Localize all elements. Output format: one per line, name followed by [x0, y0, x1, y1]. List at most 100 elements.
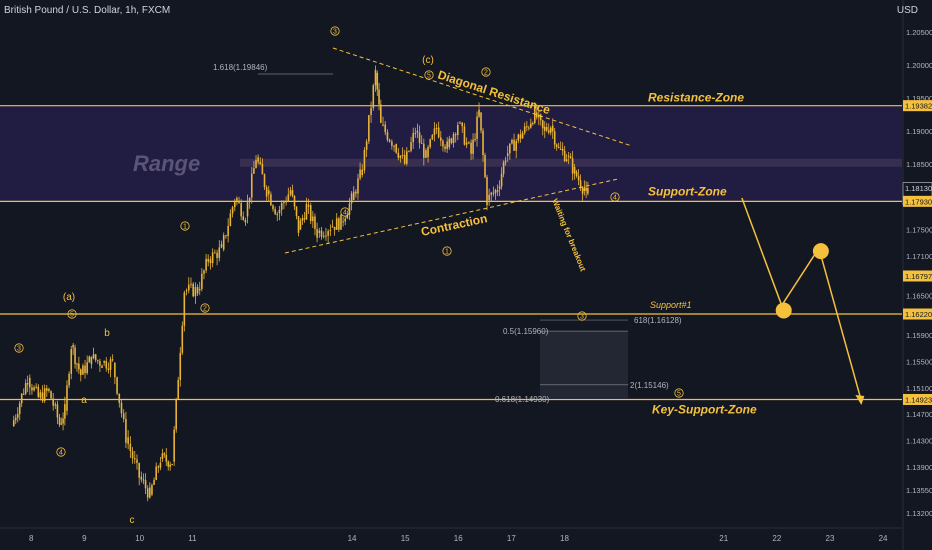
candle-body [203, 270, 205, 274]
candle-body [293, 195, 296, 207]
candle-body [312, 216, 314, 222]
diagonal-resistance-line [332, 47, 633, 147]
candle-body [88, 356, 91, 363]
candle-body [109, 359, 112, 370]
candle-body [463, 126, 466, 145]
candle-body [250, 173, 253, 198]
candle-body [146, 488, 149, 498]
wave-label: 3 [580, 314, 584, 321]
candle-body [261, 163, 264, 175]
candle-body [183, 292, 186, 326]
candle-body [190, 283, 192, 285]
wave-circle [610, 192, 620, 202]
candle-body [365, 141, 368, 150]
candle-body [76, 363, 78, 365]
wave-label: c [130, 515, 135, 526]
candle-body [118, 393, 121, 403]
candle-body [70, 349, 73, 374]
range-zone: Range [0, 105, 902, 202]
candle-body [291, 190, 294, 196]
price-label-text: 1.16220 [905, 310, 932, 319]
contraction-support-line [284, 178, 619, 254]
wave-circle [14, 343, 24, 353]
candle-body [272, 205, 274, 210]
candle-body [320, 230, 323, 237]
support1-label: Support#1 [650, 300, 692, 310]
wave-circle [180, 221, 190, 231]
price-label-text: 1.14923 [905, 395, 932, 404]
fib-618-label: 618(1.16128) [634, 316, 682, 325]
candle-body [325, 235, 327, 237]
wave-circle [481, 67, 491, 77]
candle-body [355, 191, 357, 194]
candle-body [179, 352, 182, 380]
x-tick-label: 10 [135, 534, 144, 543]
candle-body [165, 455, 168, 462]
candle-body [322, 235, 325, 237]
x-tick-label: 11 [188, 534, 197, 543]
candle-body [528, 127, 530, 129]
candle-body [498, 186, 501, 189]
fib-top-label: 1.618(1.19846) [213, 63, 268, 72]
candle-body [461, 122, 464, 127]
candle-body [299, 220, 302, 230]
price-label-text: 1.18130 [905, 184, 932, 193]
candle-body [131, 451, 134, 459]
candle-body [511, 139, 513, 144]
x-tick-label: 21 [719, 534, 728, 543]
candle-body [327, 231, 329, 236]
y-tick-label: 1.14700 [906, 410, 932, 419]
symbol-title: British Pound / U.S. Dollar, 1h, FXCM [4, 5, 171, 16]
candle-body [287, 194, 290, 202]
candle-body [470, 142, 472, 154]
wave-label: 4 [59, 450, 63, 457]
candle-body [68, 373, 70, 386]
candle-body [553, 131, 556, 145]
candle-body [216, 252, 218, 258]
candle-body [177, 379, 180, 399]
candle-body [175, 398, 177, 430]
candle-body [519, 134, 522, 139]
x-tick-label: 17 [507, 534, 516, 543]
candle-body [442, 140, 444, 147]
candle-body [58, 417, 61, 425]
candle-body [111, 359, 114, 361]
candle-body [54, 404, 57, 406]
projection-point-low [775, 302, 792, 319]
candle-body [344, 218, 347, 222]
candle-body [218, 247, 221, 258]
candle-body [295, 206, 298, 217]
candle-body [225, 235, 227, 237]
candle-body [185, 290, 188, 292]
wave-label: (a) [63, 292, 75, 303]
resistance-zone-label: Resistance-Zone [648, 91, 744, 105]
time-axis: 89101114151617182122232425282930 [0, 527, 932, 543]
candle-body [169, 464, 171, 467]
candle-body [50, 391, 52, 399]
candle-body [416, 130, 419, 133]
candle-body [472, 139, 474, 154]
candle-body [408, 150, 410, 152]
wave-label: 2 [484, 70, 488, 77]
candle-body [372, 85, 375, 109]
candle-body [535, 112, 538, 118]
candle-body [446, 141, 448, 149]
candle-body [127, 437, 129, 444]
y-tick-label: 1.15500 [906, 357, 932, 366]
candle-body [468, 142, 470, 144]
candle-body [559, 148, 562, 150]
candle-body [187, 284, 190, 291]
candle-body [244, 219, 247, 223]
candle-body [43, 388, 46, 402]
candle-body [159, 462, 162, 468]
candle-body [561, 148, 564, 151]
candle-body [565, 159, 568, 162]
candle-body [346, 214, 349, 219]
candle-body [140, 476, 143, 480]
wave-circle [674, 388, 684, 398]
candle-body [41, 392, 44, 402]
candle-body [149, 487, 151, 498]
candle-body [492, 192, 495, 194]
candle-body [263, 174, 266, 188]
